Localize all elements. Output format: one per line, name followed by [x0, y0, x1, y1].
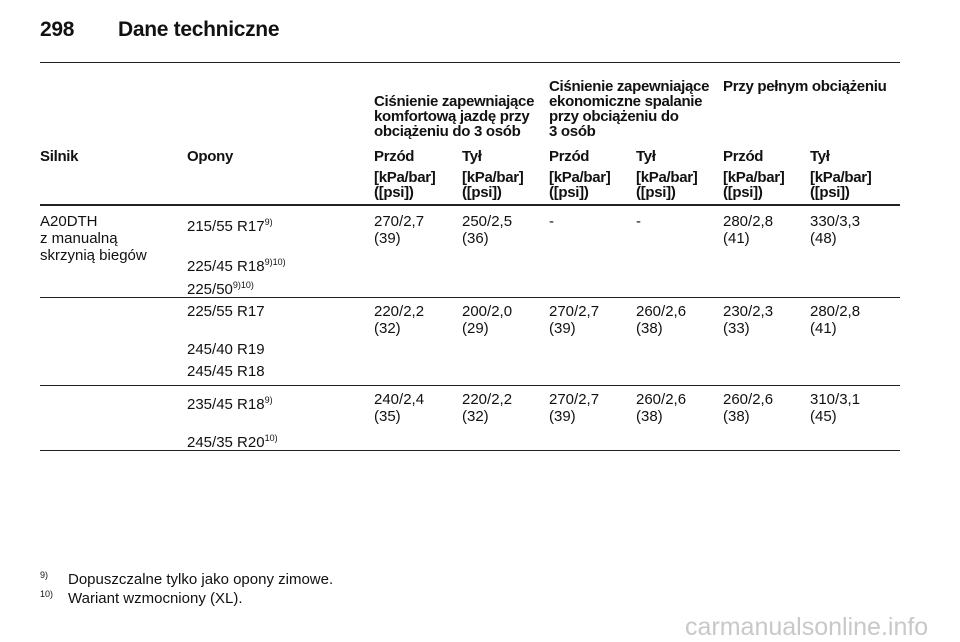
- footnote-mark: 9): [40, 570, 49, 580]
- tire: 225/45 R189)10): [187, 253, 286, 276]
- engine: skrzynią biegów: [40, 247, 147, 264]
- row-rule: [40, 450, 900, 451]
- watermark: carmanualsonline.info: [685, 613, 929, 641]
- pressure: (38): [636, 320, 663, 337]
- unit-label: ([psi]): [462, 184, 502, 201]
- group-header: ekonomiczne spalanie: [549, 93, 703, 110]
- unit-label: [kPa/bar]: [549, 169, 611, 186]
- tire: 245/40 R19: [187, 341, 265, 359]
- column-header: Silnik: [40, 148, 79, 165]
- unit-label: ([psi]): [549, 184, 589, 201]
- group-header: 3 osób: [549, 123, 596, 140]
- pressure: (32): [374, 320, 401, 337]
- pressure: 260/2,6: [636, 391, 687, 408]
- tire: 235/45 R189): [187, 391, 273, 414]
- pressure: (45): [810, 408, 837, 425]
- table-head-rule: [40, 204, 900, 206]
- pressure: (39): [374, 230, 401, 247]
- tire-size: 215/55 R17: [187, 218, 265, 235]
- column-header: Tył: [462, 148, 482, 165]
- pressure: (41): [810, 320, 837, 337]
- tire: 215/55 R179): [187, 213, 273, 236]
- pressure: 220/2,2: [374, 303, 425, 320]
- pressure: 270/2,7: [549, 303, 600, 320]
- unit-label: [kPa/bar]: [374, 169, 436, 186]
- footnote-text: Wariant wzmocniony (XL).: [68, 590, 243, 607]
- pressure: 220/2,2: [462, 391, 513, 408]
- pressure: 240/2,4: [374, 391, 425, 408]
- footnote-ref: 9): [264, 395, 273, 405]
- column-header: Przód: [374, 148, 415, 165]
- pressure: 200/2,0: [462, 303, 513, 320]
- footnote-mark: 10): [40, 589, 54, 599]
- unit-label: [kPa/bar]: [723, 169, 785, 186]
- pressure: 270/2,7: [549, 391, 600, 408]
- group-header: Ciśnienie zapewniające: [549, 78, 710, 95]
- group-header: komfortową jazdę przy: [374, 108, 530, 125]
- pressure: 270/2,7: [374, 213, 425, 230]
- pressure: (38): [723, 408, 750, 425]
- pressure: (41): [723, 230, 750, 247]
- group-header: Ciśnienie zapewniające: [374, 93, 535, 110]
- footnote-ref: 9): [264, 217, 273, 227]
- pressure: -: [636, 213, 641, 230]
- engine: A20DTH: [40, 213, 98, 230]
- footnote-ref: 9)10): [264, 257, 286, 267]
- page-title: Dane techniczne: [118, 18, 280, 41]
- group-header: przy obciążeniu do: [549, 108, 679, 125]
- tire-size: 235/45 R18: [187, 396, 265, 413]
- tire: 225/509)10): [187, 276, 254, 299]
- tire-size: 225/45 R18: [187, 258, 265, 275]
- group-header: Przy pełnym obciążeniu: [723, 78, 887, 95]
- tire: 245/35 R2010): [187, 429, 278, 452]
- tire-size: 245/45 R18: [187, 363, 265, 380]
- pressure: 280/2,8: [723, 213, 774, 230]
- footnote-text: Dopuszczalne tylko jako opony zimowe.: [68, 571, 334, 588]
- pressure: 280/2,8: [810, 303, 861, 320]
- engine: z manualną: [40, 230, 118, 247]
- pressure: (35): [374, 408, 401, 425]
- pressure: (36): [462, 230, 489, 247]
- pressure: (39): [549, 320, 576, 337]
- unit-label: ([psi]): [723, 184, 763, 201]
- tire: 225/55 R17: [187, 303, 265, 321]
- pressure: (29): [462, 320, 489, 337]
- tire: 245/45 R18: [187, 363, 265, 381]
- unit-label: [kPa/bar]: [636, 169, 698, 186]
- unit-label: ([psi]): [636, 184, 676, 201]
- pressure: (39): [549, 408, 576, 425]
- pressure: 260/2,6: [636, 303, 687, 320]
- footnote-ref: 10): [264, 433, 278, 443]
- footnote-ref: 9)10): [232, 280, 254, 290]
- tire-size: 245/35 R20: [187, 434, 265, 451]
- row-rule: [40, 385, 900, 386]
- page-number: 298: [40, 18, 75, 41]
- pressure: 310/3,1: [810, 391, 861, 408]
- column-header: Przód: [723, 148, 764, 165]
- tire-size: 225/50: [187, 281, 233, 298]
- column-header: Opony: [187, 148, 233, 165]
- header-rule: [40, 62, 900, 63]
- column-header: Przód: [549, 148, 590, 165]
- pressure: (33): [723, 320, 750, 337]
- row-rule: [40, 297, 900, 298]
- unit-label: ([psi]): [810, 184, 850, 201]
- pressure: (32): [462, 408, 489, 425]
- tire-size: 225/55 R17: [187, 303, 265, 320]
- tire-size: 245/40 R19: [187, 341, 265, 358]
- unit-label: [kPa/bar]: [462, 169, 524, 186]
- pressure: 250/2,5: [462, 213, 513, 230]
- pressure: (48): [810, 230, 837, 247]
- unit-label: ([psi]): [374, 184, 414, 201]
- pressure: -: [549, 213, 554, 230]
- column-header: Tył: [810, 148, 830, 165]
- column-header: Tył: [636, 148, 656, 165]
- pressure: 330/3,3: [810, 213, 861, 230]
- unit-label: [kPa/bar]: [810, 169, 872, 186]
- pressure: 260/2,6: [723, 391, 774, 408]
- group-header: obciążeniu do 3 osób: [374, 123, 521, 140]
- pressure: (38): [636, 408, 663, 425]
- pressure: 230/2,3: [723, 303, 774, 320]
